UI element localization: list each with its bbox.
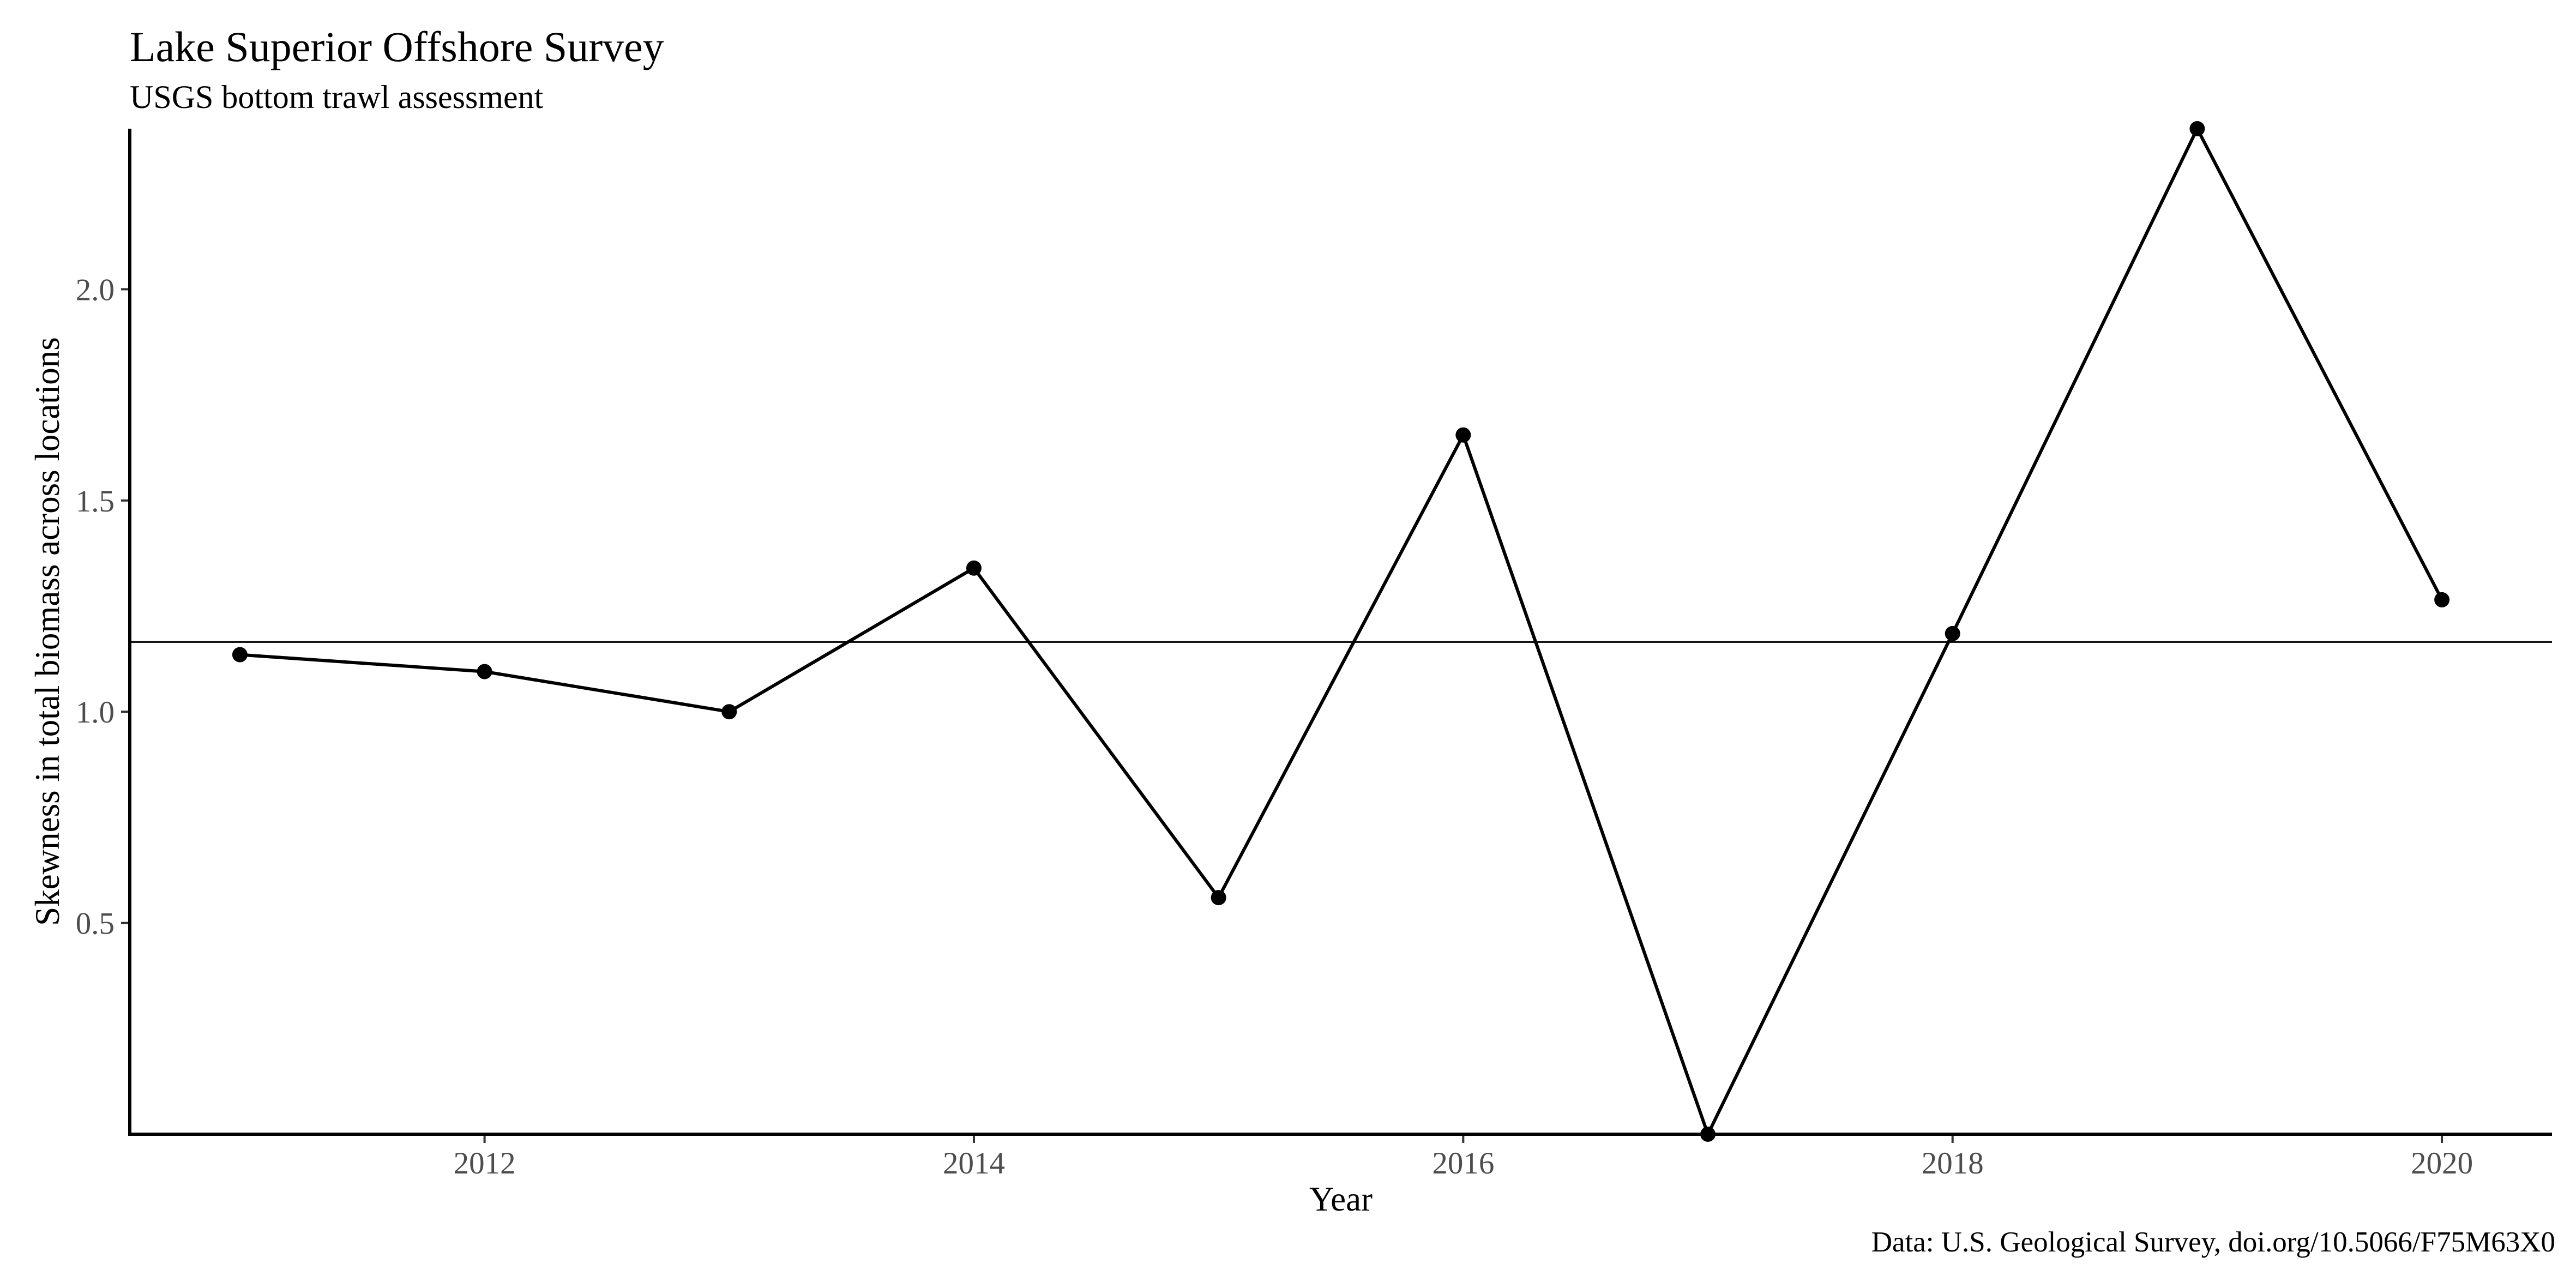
y-tick-label: 0.5 (76, 907, 115, 941)
line-segment (238, 653, 486, 673)
x-axis-ticks: 2012 2014 2016 2018 2020 (454, 1134, 2473, 1181)
data-point (721, 704, 737, 720)
y-axis-label: Skewness in total biomass across locatio… (28, 337, 67, 926)
data-point (477, 664, 492, 679)
x-tick-label: 2016 (1432, 1146, 1494, 1181)
line-segment (972, 566, 1220, 900)
data-point (2434, 592, 2450, 607)
line-segment (483, 670, 731, 714)
x-axis-label: Year (1309, 1180, 1373, 1218)
data-point (2189, 121, 2205, 136)
line-segment (1217, 433, 1465, 900)
y-tick-label: 1.0 (76, 695, 115, 730)
y-tick-label: 2.0 (76, 273, 115, 307)
y-tick-label: 1.5 (76, 484, 115, 519)
line-segment (2195, 127, 2444, 601)
chart-title: Lake Superior Offshore Survey (130, 23, 664, 70)
data-line (238, 127, 2444, 1136)
data-point (1211, 890, 1226, 906)
data-point (1455, 427, 1471, 443)
data-point (232, 647, 248, 663)
chart-caption: Data: U.S. Geological Survey, doi.org/10… (1871, 1226, 2555, 1258)
data-point (966, 560, 982, 576)
x-tick-label: 2014 (943, 1146, 1005, 1181)
chart-subtitle: USGS bottom trawl assessment (130, 79, 544, 115)
line-segment (1951, 127, 2199, 635)
x-tick-label: 2018 (1922, 1146, 1984, 1181)
data-point (1945, 625, 1960, 641)
line-segment (727, 566, 976, 714)
y-axis-ticks: 0.5 1.0 1.5 2.0 (76, 273, 130, 941)
data-points (232, 121, 2450, 1142)
line-segment (1706, 631, 1954, 1136)
line-segment (1461, 433, 1710, 1136)
x-tick-label: 2020 (2411, 1146, 2473, 1181)
x-tick-label: 2012 (454, 1146, 516, 1181)
